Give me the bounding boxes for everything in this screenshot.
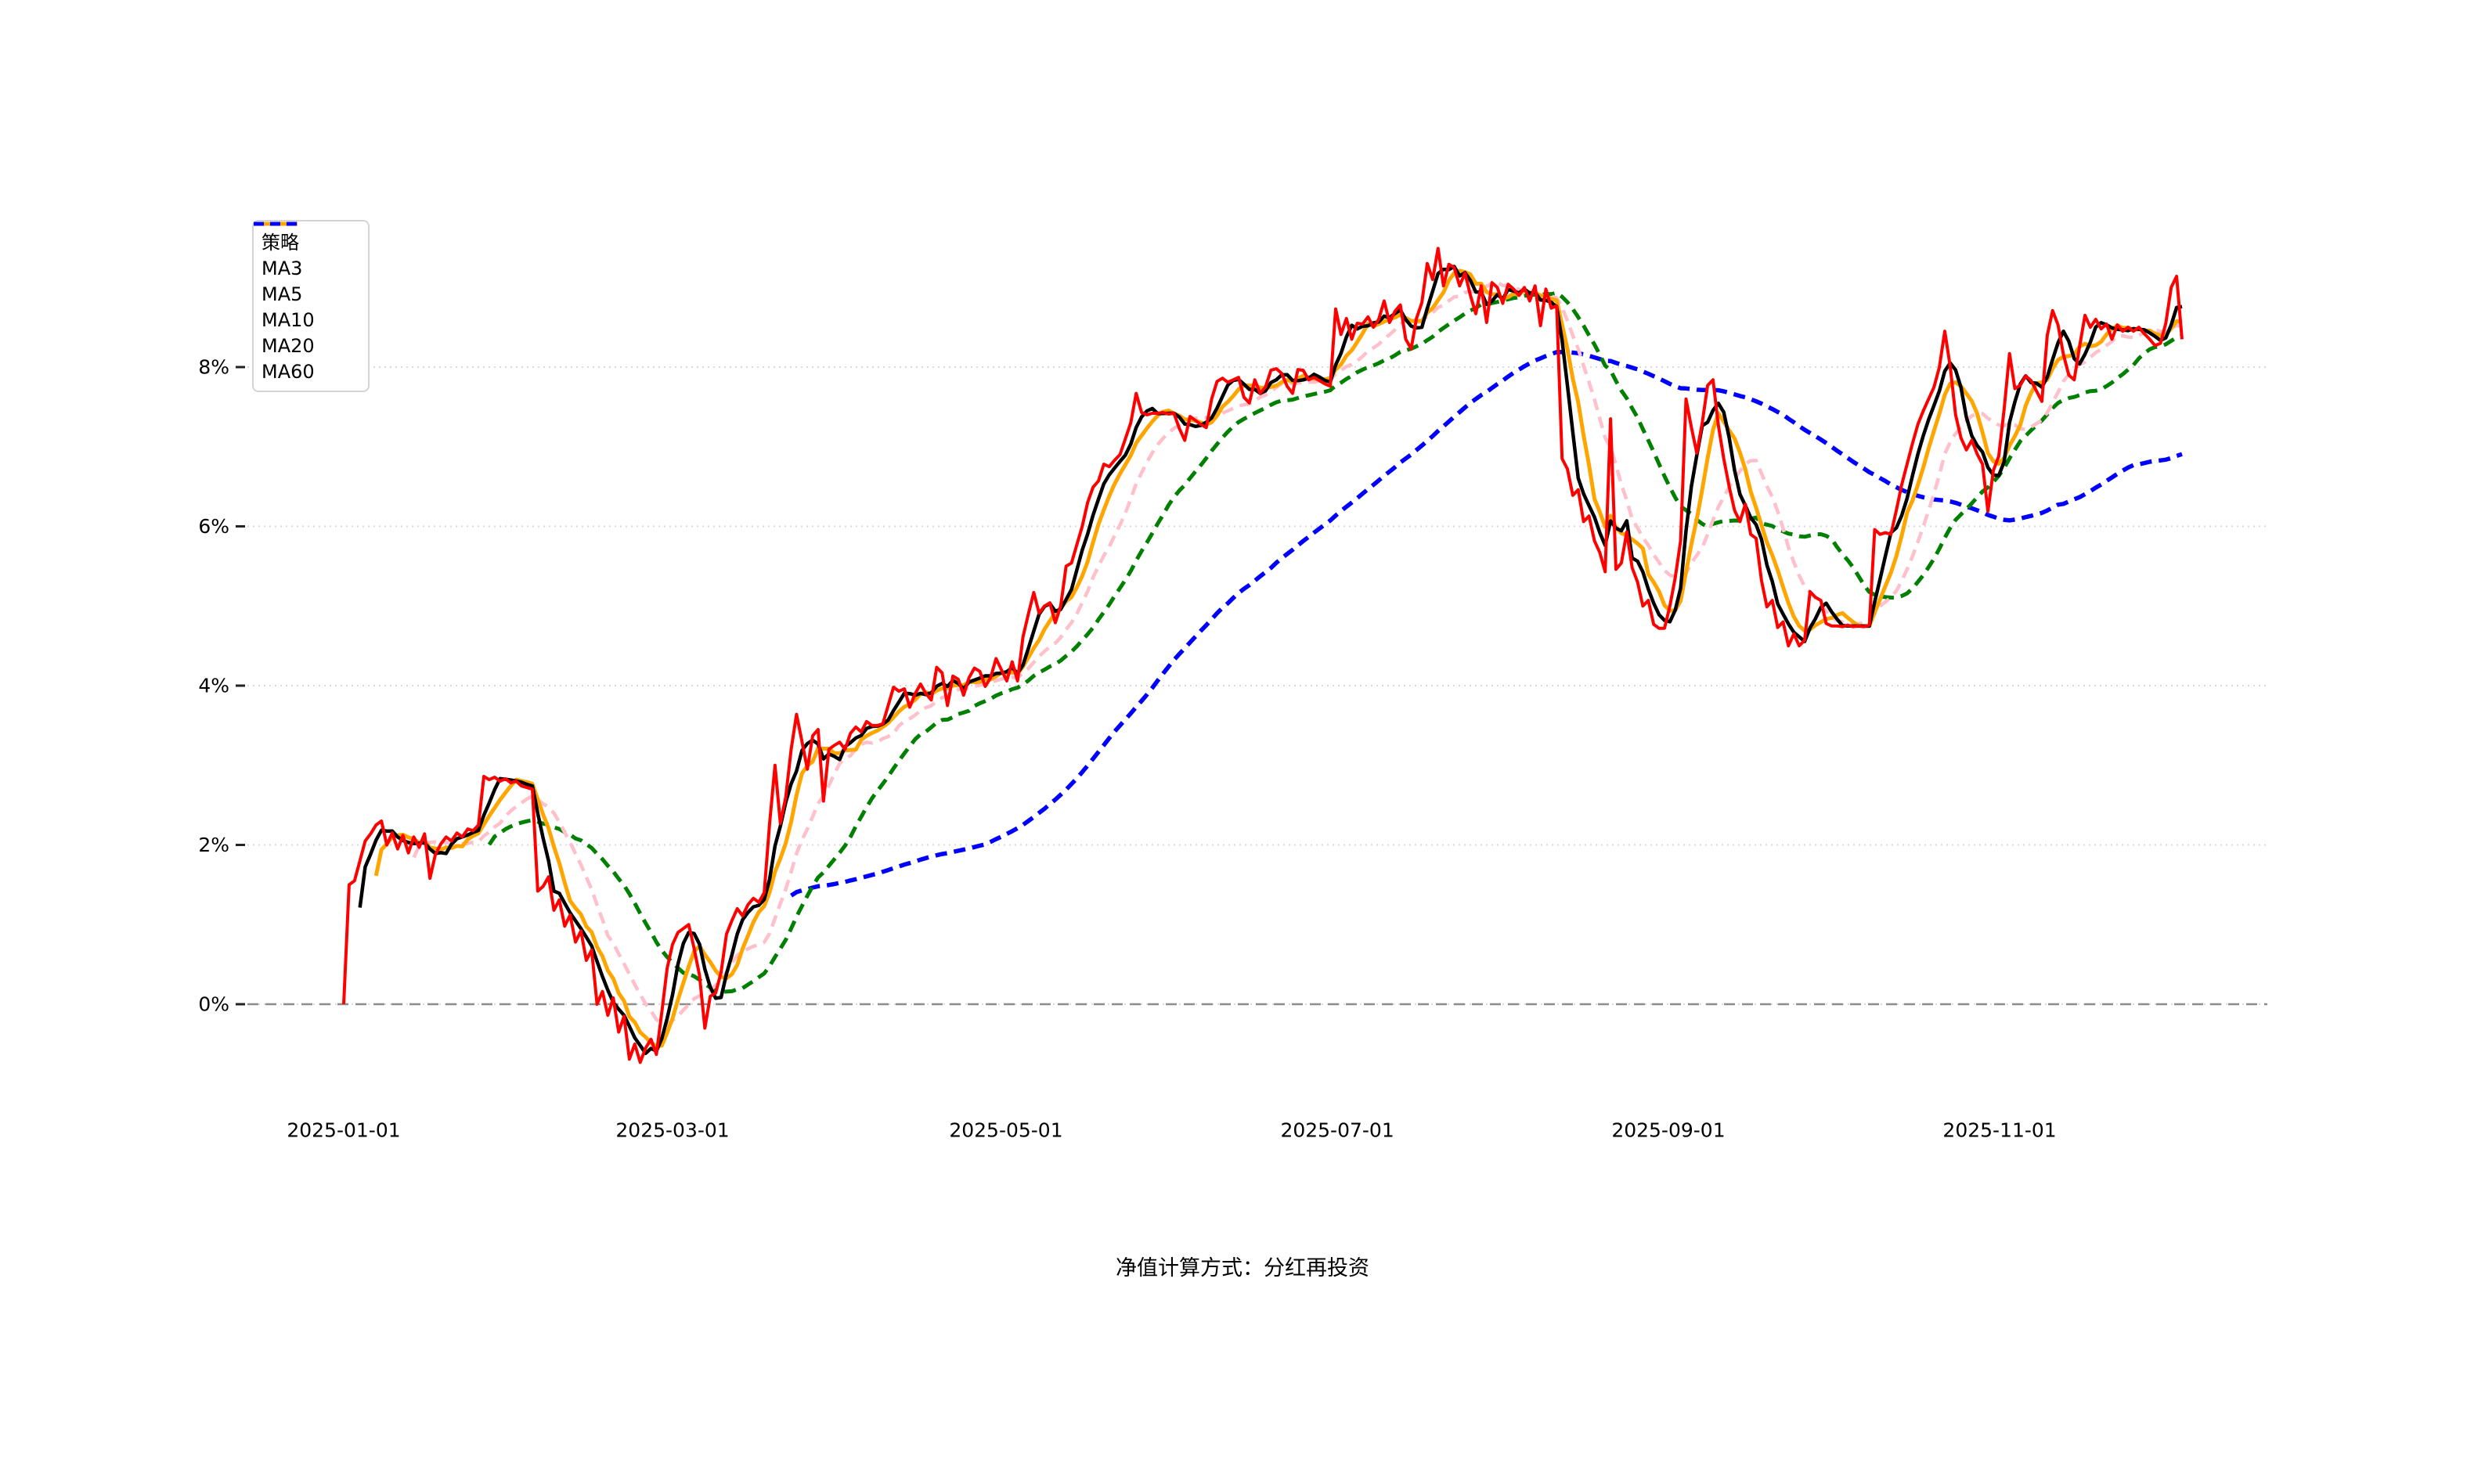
ma10-line [412,280,2183,1027]
legend-item-ma3: MA3 [254,222,368,281]
series-lines [342,247,2184,1064]
legend-label: MA20 [261,334,315,357]
legend-label: MA60 [261,360,315,383]
y-tick-label: 6% [198,515,229,538]
x-tick-label: 2025-11-01 [1942,1119,2056,1142]
legend-item-ma20: MA20 [254,222,368,358]
ma3-line [358,265,2183,1056]
legend-label: MA5 [261,283,303,305]
legend-item-ma10: MA10 [254,222,368,333]
legend-item-ma5: MA5 [254,222,368,307]
legend-label: 策略 [261,231,299,254]
ma5-line [373,268,2183,1049]
y-tick-label: 4% [198,675,229,697]
legend-label: MA10 [261,308,315,331]
legend-label: MA3 [261,257,303,279]
chart-caption: 净值计算方式：分红再投资 [1116,1256,1369,1280]
y-tick-label: 2% [198,834,229,856]
strategy-line [342,247,2184,1064]
x-tick-label: 2025-09-01 [1611,1119,1725,1142]
legend-item-ma60: MA60 [254,222,368,384]
y-tick-label: 8% [198,356,229,379]
x-tick-label: 2025-07-01 [1280,1119,1394,1142]
ma60-line [790,350,2183,898]
y-axis-ticks: 8% 6% 4% 2% 0% [198,356,245,1016]
y-tick-label: 0% [198,993,229,1016]
x-tick-label: 2025-03-01 [615,1119,729,1142]
x-tick-label: 2025-01-01 [287,1119,400,1142]
legend: 策略 MA3 MA5 MA10 MA20 MA60 [252,220,370,392]
legend-line-sample [254,222,298,226]
x-tick-label: 2025-05-01 [949,1119,1062,1142]
ma20-line [487,290,2183,994]
x-axis-ticks: 2025-01-01 2025-03-01 2025-05-01 2025-07-01… [287,1119,2056,1142]
legend-item-策略: 策略 [254,222,368,255]
gridlines [247,366,2267,1006]
